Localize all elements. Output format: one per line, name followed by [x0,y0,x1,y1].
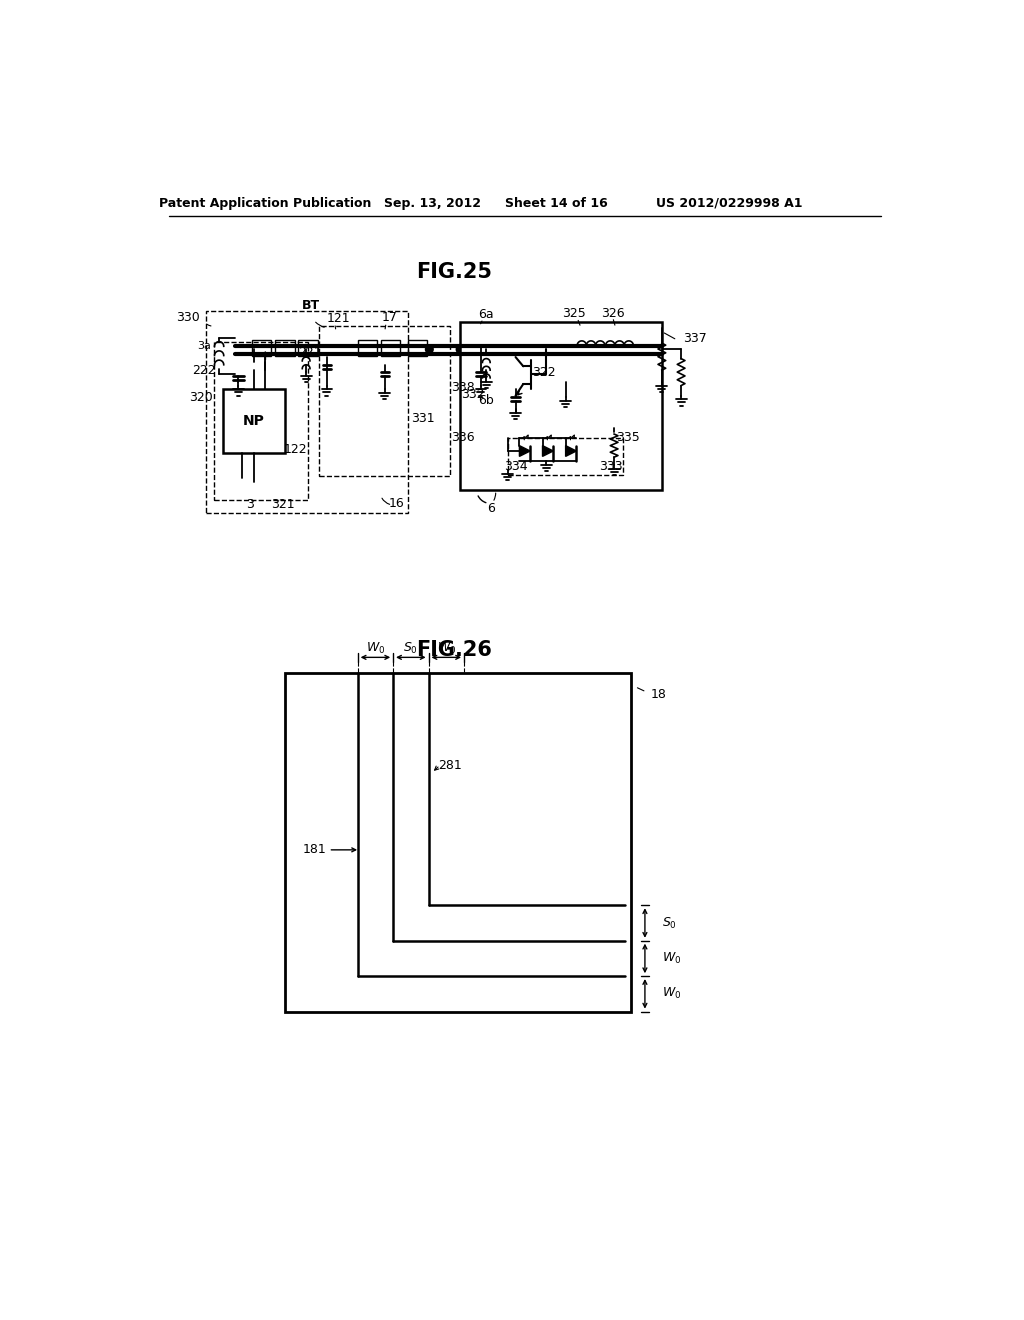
Text: $W_0$: $W_0$ [436,640,456,656]
Text: 6a: 6a [478,308,495,321]
Text: 3: 3 [246,499,254,511]
Bar [381,341,400,355]
Text: 221: 221 [298,346,322,359]
Bar [275,341,295,355]
Text: 322: 322 [532,366,556,379]
Bar [319,326,451,477]
Bar [298,341,317,355]
Text: 338: 338 [451,381,475,395]
Polygon shape [543,446,553,457]
Text: 330: 330 [176,312,200,325]
Text: 334: 334 [504,459,527,473]
Text: 3a: 3a [197,342,211,351]
Text: 121: 121 [327,312,350,325]
Text: 333: 333 [599,459,623,473]
Text: 6: 6 [487,502,495,515]
Text: 16: 16 [388,496,404,510]
Text: 18: 18 [650,688,667,701]
Text: $W_0$: $W_0$ [662,950,681,966]
Bar [460,322,662,490]
Text: Sheet 14 of 16: Sheet 14 of 16 [505,197,608,210]
Text: 222: 222 [191,363,215,376]
Text: BT: BT [302,298,319,312]
Text: $S_0$: $S_0$ [662,916,677,931]
Circle shape [425,346,433,354]
Polygon shape [565,446,577,457]
Bar [214,342,307,499]
Bar [539,341,563,355]
Bar [477,341,502,355]
Text: 336: 336 [452,432,475,445]
Bar [508,341,532,355]
Text: 122: 122 [284,444,307,455]
Bar [252,341,271,355]
Bar [508,438,624,475]
Text: Sep. 13, 2012: Sep. 13, 2012 [384,197,481,210]
Text: 331: 331 [412,412,435,425]
Text: US 2012/0229998 A1: US 2012/0229998 A1 [656,197,803,210]
Polygon shape [519,446,530,457]
Bar [206,312,408,512]
Text: 281: 281 [438,759,462,772]
Bar [357,341,377,355]
Bar [285,673,631,1011]
Text: 326: 326 [601,306,625,319]
Text: 335: 335 [615,430,639,444]
Text: 181: 181 [303,843,327,857]
Circle shape [457,346,464,354]
Text: 332: 332 [461,388,484,401]
Text: FIG.25: FIG.25 [416,263,492,282]
Text: NP: NP [243,414,264,428]
Text: 337: 337 [683,333,708,345]
Text: FIG.26: FIG.26 [416,640,492,660]
Text: $S_0$: $S_0$ [403,640,419,656]
Text: $W_0$: $W_0$ [366,640,385,656]
Text: 325: 325 [562,308,586,321]
Text: 320: 320 [189,391,213,404]
Text: 6b: 6b [477,395,494,408]
Bar [223,389,285,453]
Text: 17: 17 [382,312,398,325]
Bar [408,341,427,355]
Text: Patent Application Publication: Patent Application Publication [159,197,372,210]
Text: 321: 321 [271,499,295,511]
Text: $W_0$: $W_0$ [662,986,681,1002]
